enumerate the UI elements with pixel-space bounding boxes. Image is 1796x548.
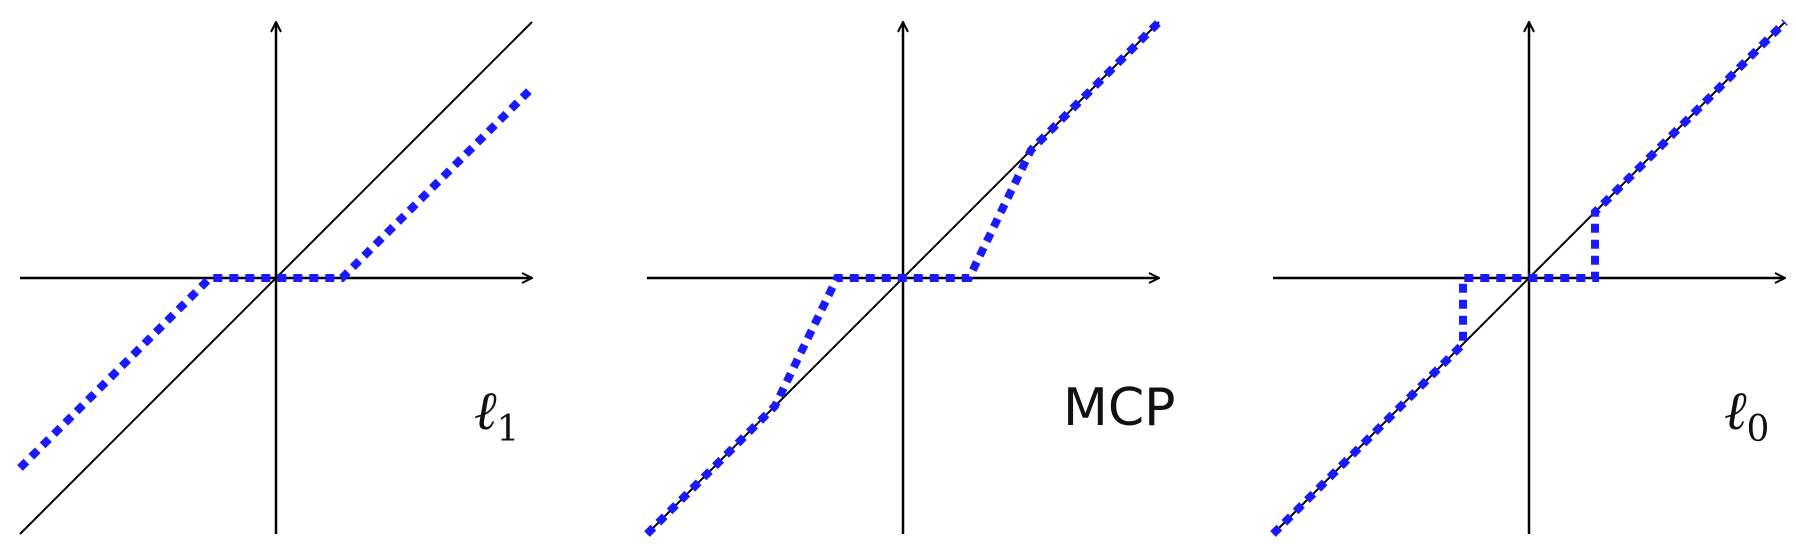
threshold-curve — [17, 85, 535, 471]
label-subscript: 1 — [496, 409, 520, 450]
label-main: ℓ — [474, 379, 497, 442]
panel-label-l0: ℓ0 — [1724, 384, 1769, 448]
label-subscript: 0 — [1746, 409, 1770, 450]
label-main: ℓ — [1724, 379, 1747, 442]
panel-label-mcp: MCP — [1063, 382, 1176, 434]
panel-label-l1: ℓ1 — [474, 384, 519, 448]
panel-mcp — [644, 19, 1162, 537]
threshold-curve — [1270, 19, 1788, 537]
panel-l1 — [17, 21, 535, 535]
label-main: MCP — [1063, 378, 1176, 438]
identity-line — [19, 21, 533, 535]
panel-l0 — [1270, 19, 1788, 537]
threshold-curve — [644, 19, 1162, 537]
